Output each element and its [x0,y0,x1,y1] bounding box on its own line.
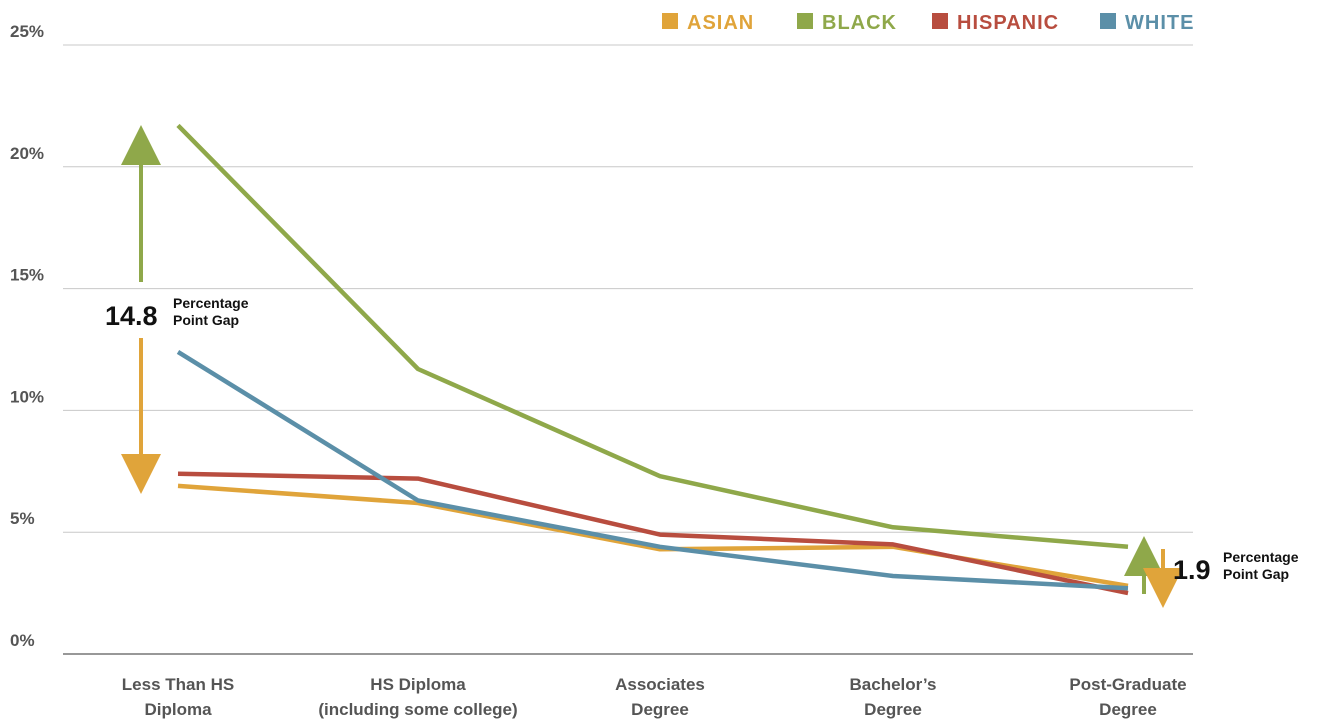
legend-swatch-hispanic [932,13,948,29]
gap-value: 14.8 [105,301,158,331]
y-tick-label: 10% [10,387,44,406]
series-line-black [176,123,1129,550]
legend-label-white: WHITE [1125,12,1194,34]
y-tick-label: 25% [10,22,44,41]
legend-swatch-asian [662,13,678,29]
y-axis-ticks: 0% 5% 10% 15% 20% 25% [10,22,44,650]
x-category-label: Associates Degree [615,675,705,719]
legend: ASIAN BLACK HISPANIC WHITE [662,12,1194,34]
y-tick-label: 15% [10,266,44,285]
series-lines [176,123,1129,596]
x-axis-categories: Less Than HS Diploma HS Diploma (including … [122,675,1187,719]
x-category-label: HS Diploma (including some college) [318,675,517,719]
legend-label-hispanic: HISPANIC [957,12,1059,34]
legend-label-asian: ASIAN [687,12,754,34]
gap-value: 1.9 [1173,555,1211,585]
gap-label: Percentage Point Gap [1223,549,1299,582]
y-tick-label: 20% [10,144,44,163]
series-line-white [176,349,1129,591]
legend-swatch-white [1100,13,1116,29]
x-category-label: Post-Graduate Degree [1069,675,1186,719]
gap-label: Percentage Point Gap [173,295,249,328]
legend-label-black: BLACK [822,12,897,34]
x-category-label: Less Than HS Diploma [122,675,234,719]
y-tick-label: 0% [10,631,35,650]
series-line-hispanic [177,471,1129,596]
y-tick-label: 5% [10,509,35,528]
x-category-label: Bachelor’s Degree [850,675,937,719]
gridlines [63,44,1193,655]
gap-annotations: 14.8 Percentage Point Gap 1.9 Percentage Poin… [105,125,1299,608]
legend-swatch-black [797,13,813,29]
